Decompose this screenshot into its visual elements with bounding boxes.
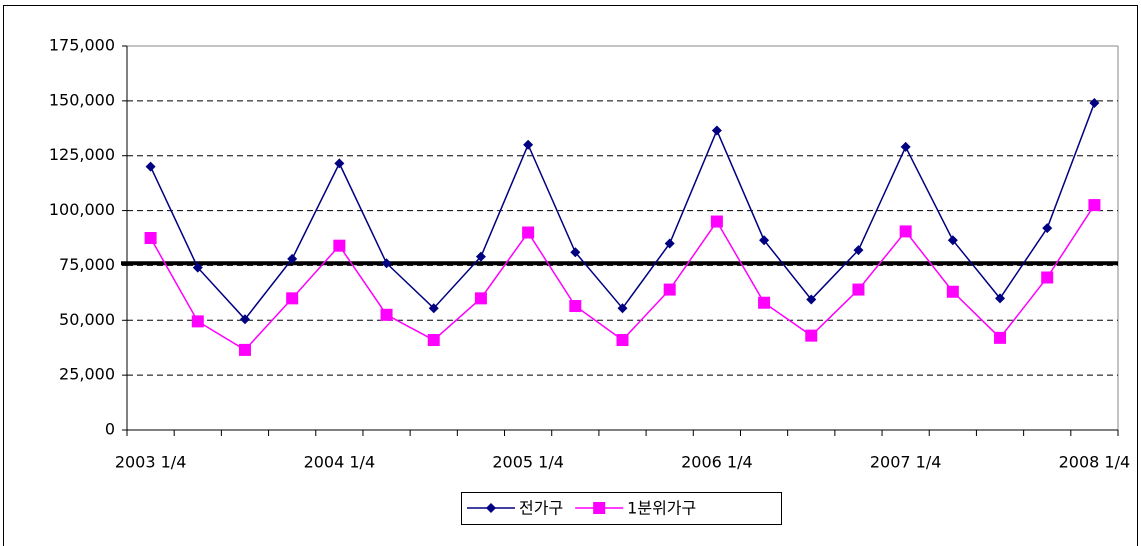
point-marker (428, 303, 439, 314)
point-marker (380, 308, 393, 321)
y-tick-label: 25,000 (59, 365, 115, 384)
point-marker (522, 226, 535, 239)
point-marker (1088, 199, 1101, 212)
point-marker (995, 293, 1006, 304)
point-marker (145, 161, 156, 172)
x-tick-label: 2006 1/4 (681, 453, 753, 472)
point-marker (569, 300, 582, 313)
point-marker (852, 283, 865, 296)
point-marker (664, 238, 675, 249)
chart-border (3, 5, 1138, 546)
point-marker (758, 296, 771, 309)
point-marker (239, 314, 250, 325)
y-tick-label: 0 (105, 420, 115, 439)
point-marker (334, 158, 345, 169)
x-tick-label: 2004 1/4 (304, 453, 376, 472)
legend-label: 1분위가구 (627, 499, 696, 518)
point-marker (333, 239, 346, 252)
x-tick-label: 2008 1/4 (1059, 453, 1131, 472)
point-marker (486, 503, 496, 513)
x-tick-label: 2003 1/4 (115, 453, 187, 472)
point-marker (427, 334, 440, 347)
point-marker (1042, 223, 1053, 234)
y-tick-label: 75,000 (59, 255, 115, 274)
point-marker (711, 125, 722, 136)
y-tick-label: 150,000 (49, 90, 115, 109)
y-tick-label: 125,000 (49, 145, 115, 164)
point-marker (475, 251, 486, 262)
point-marker (286, 292, 299, 305)
y-tick-label: 50,000 (59, 310, 115, 329)
point-marker (617, 303, 628, 314)
x-tick-label: 2005 1/4 (492, 453, 564, 472)
point-marker (994, 331, 1007, 344)
point-marker (663, 283, 676, 296)
point-marker (593, 502, 606, 514)
point-marker (616, 334, 629, 347)
point-marker (805, 329, 818, 342)
point-marker (1089, 98, 1100, 109)
point-marker (947, 235, 958, 246)
point-marker (946, 285, 959, 298)
point-marker (144, 232, 157, 244)
point-marker (899, 225, 912, 238)
point-marker (806, 294, 817, 305)
point-marker (238, 343, 251, 356)
point-marker (381, 258, 392, 269)
point-marker (900, 141, 911, 152)
point-marker (853, 245, 864, 256)
y-tick-label: 175,000 (49, 36, 115, 55)
legend-label: 전가구 (519, 499, 563, 518)
point-marker (474, 292, 487, 305)
point-marker (523, 139, 534, 150)
point-marker (570, 247, 581, 258)
y-tick-label: 100,000 (49, 200, 115, 219)
point-marker (1041, 271, 1054, 284)
point-marker (192, 262, 203, 273)
x-tick-label: 2007 1/4 (870, 453, 942, 472)
point-marker (759, 235, 770, 246)
series-line (149, 204, 1096, 351)
point-marker (710, 215, 723, 228)
point-marker (191, 315, 204, 328)
point-marker (287, 253, 298, 264)
